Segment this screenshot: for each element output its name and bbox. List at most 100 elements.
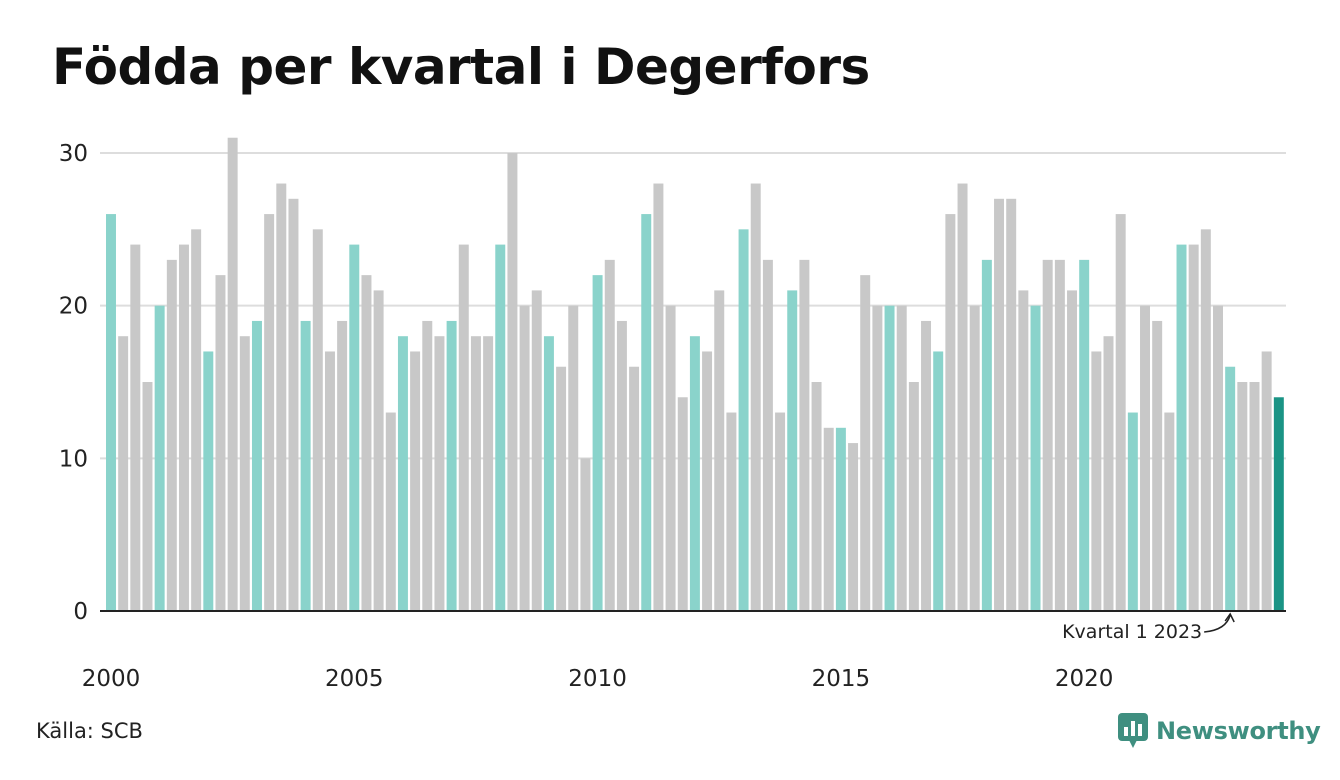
brand-logo[interactable]: Newsworthy [1118,713,1321,749]
bar [264,214,275,612]
bar [385,412,396,611]
bar [312,229,323,612]
y-tick-label: 30 [59,141,88,167]
bar [762,259,773,611]
bar [689,336,700,611]
source-label: Källa: SCB [36,719,143,743]
annotation-arrowhead [1224,612,1235,623]
bar [1176,244,1187,611]
bar [324,351,335,611]
bar [1006,198,1017,612]
bar [154,305,165,611]
bar [969,305,980,611]
bar [519,305,530,611]
bar [507,153,518,611]
bar [446,320,457,611]
bar [738,229,749,612]
chart-title: Födda per kvartal i Degerfors [52,38,870,96]
bar [1188,244,1199,611]
bar [483,336,494,611]
bar [933,351,944,611]
bar [361,275,372,611]
bar [1103,336,1114,611]
bar [629,366,640,611]
bar [470,336,481,611]
brand-name: Newsworthy [1156,717,1321,745]
bar [653,183,664,612]
bar [251,320,262,611]
bar [215,275,226,611]
bar [531,290,542,611]
bar [702,351,713,611]
bar [1067,290,1078,611]
y-tick-label: 10 [59,446,88,472]
bar [1261,351,1272,611]
bar [799,259,810,611]
bar [1200,229,1211,612]
bar [1115,214,1126,612]
bars [106,137,1284,612]
axes: 0 10 20 30 2000 2005 2010 2015 2020 [59,141,1286,692]
bar [823,427,834,611]
bar [142,382,153,611]
bar [1127,412,1138,611]
bar [227,137,238,611]
bar [750,183,761,612]
bar [981,259,992,611]
bar [1249,382,1260,611]
bar [1225,366,1236,611]
bar [775,412,786,611]
bar [422,320,433,611]
bar [556,366,567,611]
bar [884,305,895,611]
annotation-arrow [1204,614,1231,633]
bar [835,427,846,611]
bar [1213,305,1223,611]
chart-bubble-icon [1118,713,1148,748]
bar [604,259,615,611]
bar [787,290,798,611]
bar [203,351,214,611]
bar [1054,259,1065,611]
bar [337,320,348,611]
bar [1237,382,1248,611]
bar [118,336,129,611]
bar [726,412,737,611]
bar [641,214,652,612]
bar [543,336,554,611]
annotation-label: Kvartal 1 2023 [1062,621,1202,643]
bar [276,183,287,612]
bar [568,305,579,611]
bar [957,183,968,612]
bar [860,275,871,611]
bar [300,320,311,611]
bar [945,214,956,612]
bar [896,305,907,611]
bar [1091,351,1102,611]
y-tick-label: 0 [73,599,88,625]
bar [130,244,141,611]
bar [580,458,591,611]
bar [616,320,627,611]
bar [1079,259,1090,611]
bar [178,244,189,611]
bar [239,336,250,611]
bar [908,382,919,611]
bar [677,397,688,611]
bar [994,198,1005,612]
bar [495,244,506,611]
bar [848,443,859,611]
bar [921,320,932,611]
bar [410,351,421,611]
bar [397,336,408,611]
bar [714,290,725,611]
x-tick-label: 2020 [1055,666,1114,692]
x-tick-label: 2005 [325,666,384,692]
y-tick-label: 20 [59,294,88,320]
bar [373,290,384,611]
bar [458,244,469,611]
bar [1164,412,1175,611]
bar [872,305,883,611]
bar [1273,397,1284,611]
